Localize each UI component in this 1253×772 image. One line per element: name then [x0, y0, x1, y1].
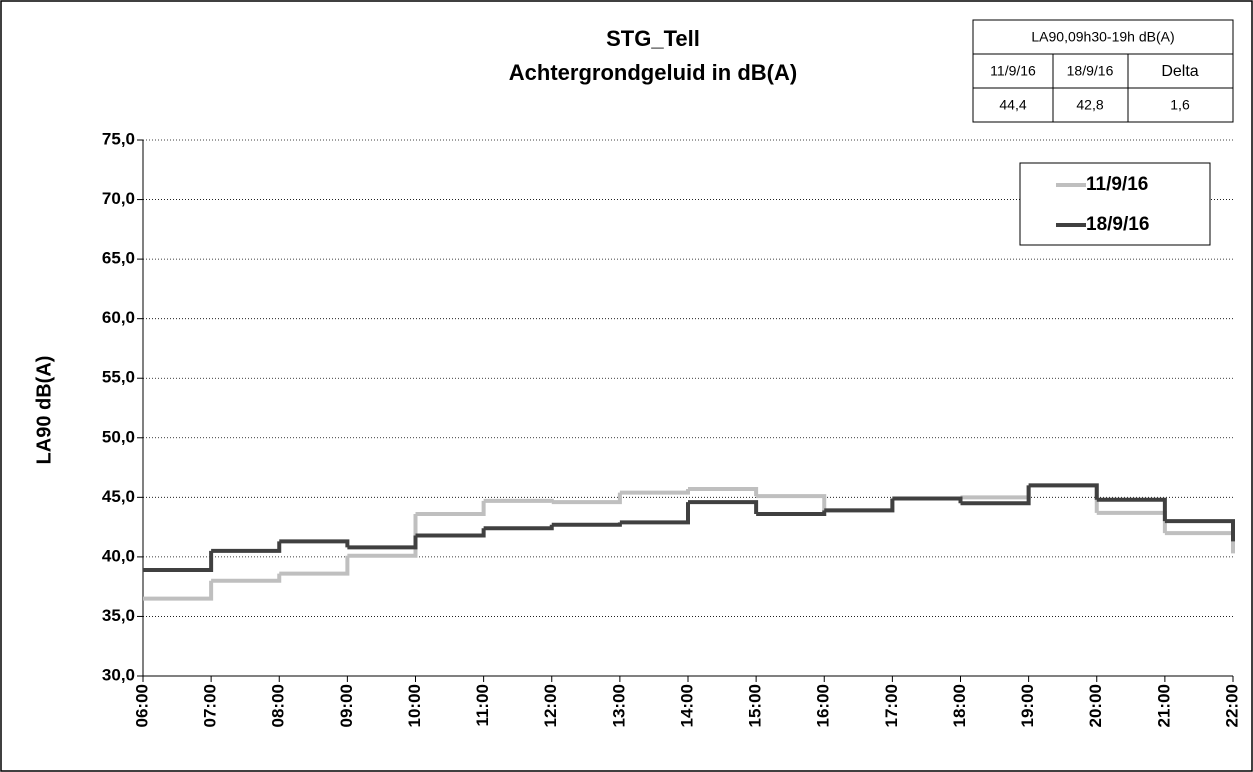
- chart-subtitle: Achtergrondgeluid in dB(A): [509, 60, 797, 85]
- step-segment: [960, 485, 1031, 506]
- y-tick-label: 40,0: [102, 546, 135, 565]
- y-tick-label: 35,0: [102, 606, 135, 625]
- x-tick-label: 20:00: [1086, 684, 1105, 727]
- legend: 11/9/16 18/9/16: [1019, 162, 1211, 246]
- x-tick-label: 21:00: [1154, 684, 1173, 727]
- x-tick-label: 12:00: [541, 684, 560, 727]
- x-tick-label: 15:00: [746, 684, 765, 727]
- table-cell: 44,4: [999, 97, 1026, 113]
- chart-title: STG_Tell: [606, 26, 700, 51]
- legend-label: 11/9/16: [1086, 174, 1148, 195]
- x-tick-label: 16:00: [814, 684, 833, 727]
- table-cell: 11/9/16: [990, 63, 1036, 79]
- y-tick-label: 55,0: [102, 368, 135, 387]
- x-tick-label: 22:00: [1222, 684, 1241, 727]
- legend-box: [1019, 162, 1211, 246]
- step-segment: [347, 535, 418, 550]
- x-tick-label: 11:00: [473, 684, 492, 727]
- step-segment: [211, 573, 282, 583]
- table-cell: 42,8: [1076, 97, 1103, 113]
- table-cell: 18/9/16: [1067, 63, 1114, 79]
- y-tick-label: 30,0: [102, 665, 135, 684]
- step-segment: [211, 541, 282, 553]
- x-tick-label: 13:00: [609, 684, 628, 727]
- y-tick-label: 75,0: [102, 129, 135, 148]
- x-tick-label: 19:00: [1018, 684, 1037, 727]
- table-header: LA90,09h30-19h dB(A): [1031, 29, 1174, 45]
- step-segment: [415, 528, 486, 538]
- y-tick-label: 45,0: [102, 487, 135, 506]
- x-tick-label: 17:00: [882, 684, 901, 727]
- step-segment: [143, 550, 214, 572]
- y-tick-label: 60,0: [102, 308, 135, 327]
- step-segment: [824, 498, 895, 513]
- step-segment: [1164, 519, 1235, 542]
- table-border: [972, 19, 1234, 123]
- step-segment: [1028, 483, 1099, 500]
- y-tick-label: 50,0: [102, 427, 135, 446]
- x-tick-label: 07:00: [201, 684, 220, 727]
- y-tick-label: 70,0: [102, 189, 135, 208]
- x-tick-label: 10:00: [405, 684, 424, 727]
- step-segment: [347, 514, 418, 558]
- x-tick-label: 06:00: [132, 684, 151, 727]
- y-tick-label: 65,0: [102, 249, 135, 268]
- x-tick-label: 18:00: [950, 684, 969, 727]
- step-segment: [279, 555, 350, 576]
- step-segment: [756, 494, 827, 511]
- table-cell: Delta: [1161, 63, 1198, 80]
- step-segment: [415, 500, 486, 517]
- x-tick-label: 08:00: [269, 684, 288, 727]
- step-segment: [551, 492, 622, 505]
- step-segment: [1096, 497, 1167, 522]
- x-tick-label: 14:00: [677, 684, 696, 727]
- step-segment: [688, 500, 759, 515]
- y-axis-label: LA90 dB(A): [33, 356, 55, 465]
- table-cell: 1,6: [1170, 97, 1190, 113]
- step-segment: [619, 502, 690, 525]
- x-tick-label: 09:00: [337, 684, 356, 727]
- step-segment: [688, 486, 759, 497]
- summary-table: LA90,09h30-19h dB(A) 11/9/16 18/9/16 Del…: [972, 19, 1234, 123]
- step-segment: [483, 498, 554, 503]
- step-segment: [143, 580, 214, 601]
- legend-label: 18/9/16: [1086, 214, 1149, 235]
